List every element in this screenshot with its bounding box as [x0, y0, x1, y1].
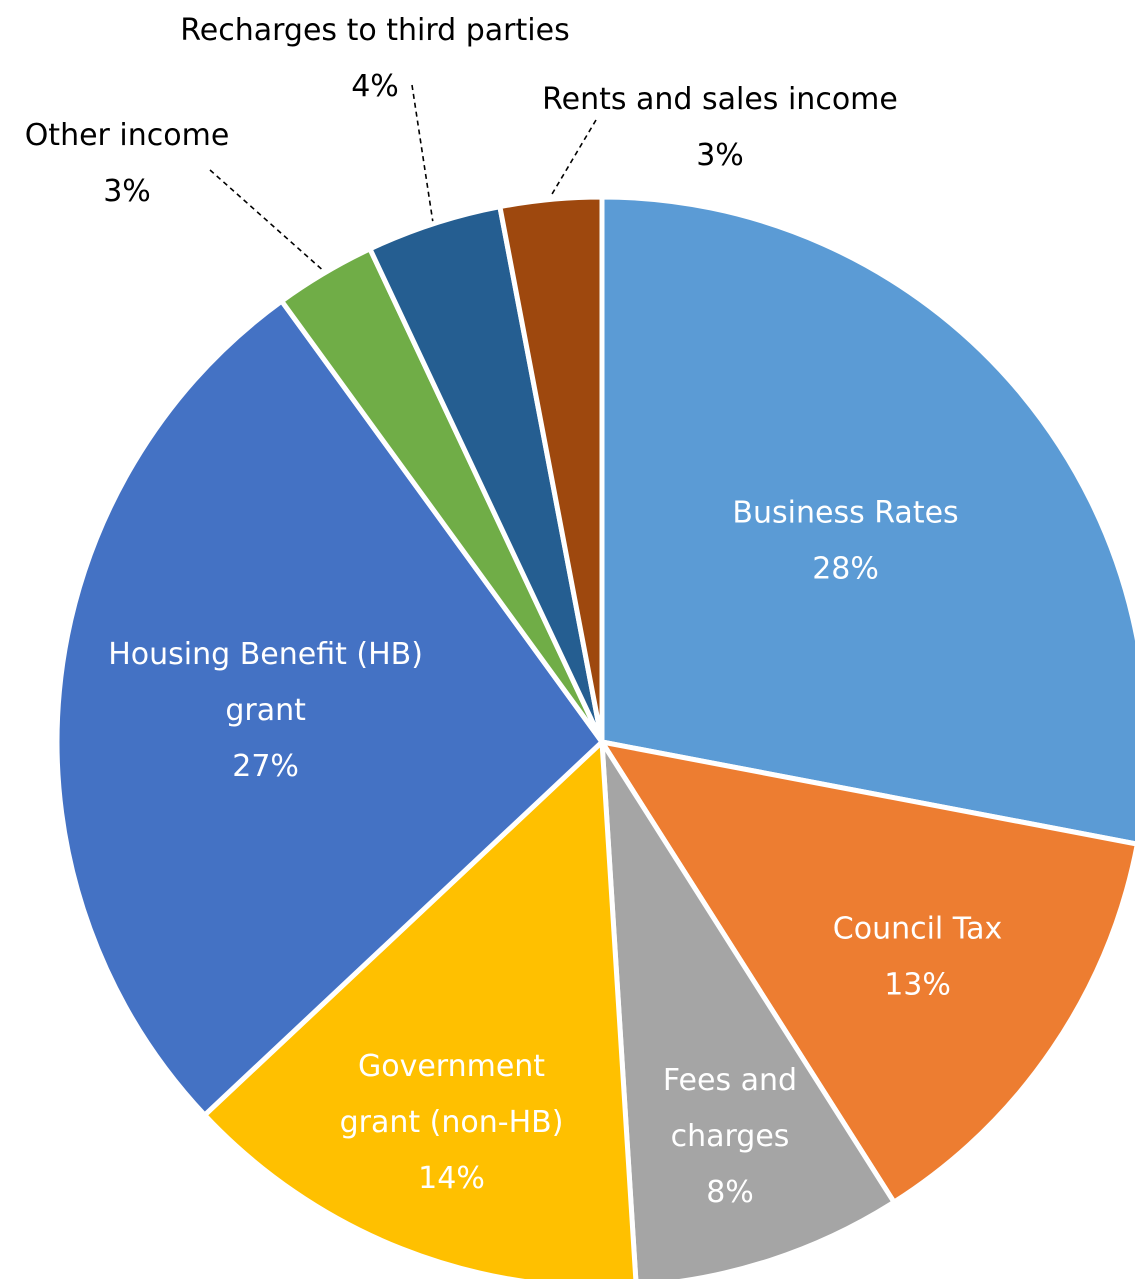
- slice-value-label: 27%: [232, 749, 299, 784]
- slice-label: Fees and charges 8%: [663, 1062, 797, 1209]
- slice-label: Council Tax 13%: [833, 911, 1003, 1002]
- slice-category-label: Government: [358, 1049, 545, 1084]
- slice-category-label: Council Tax: [833, 911, 1003, 946]
- slice-label: Housing Benefit (HB) grant 27%: [108, 637, 423, 784]
- slice-category-label: charges: [671, 1118, 790, 1153]
- slice-category-label: Other income: [25, 118, 230, 153]
- slice-value-label: 14%: [418, 1161, 485, 1196]
- slice-label: Recharges to third parties 4%: [180, 13, 569, 104]
- pie-slice: [599, 740, 898, 1279]
- slice-category-label: Recharges to third parties: [180, 13, 569, 48]
- slice-value-label: 28%: [812, 551, 879, 586]
- pie-slice: [201, 736, 639, 1279]
- leader-line: [209, 169, 324, 272]
- slice-labels: Business Rates 28% Council Tax 13% Fees and c…: [25, 13, 1003, 1210]
- slice-category-label: Business Rates: [732, 495, 958, 530]
- slice-value-label: 13%: [884, 967, 951, 1002]
- slice-category-label: Rents and sales income: [542, 82, 898, 117]
- slice-value-label: 8%: [706, 1174, 754, 1209]
- pie-slice: [596, 738, 1135, 1206]
- slice-label: Government grant (non-HB) 14%: [340, 1049, 564, 1196]
- slice-category-label: grant (non-HB): [340, 1105, 564, 1140]
- pie-slice: [599, 194, 1135, 847]
- leader-line: [411, 84, 434, 222]
- slice-label: Other income 3%: [25, 118, 230, 209]
- slice-value-label: 3%: [103, 174, 151, 209]
- slice-category-label: Fees and: [663, 1062, 797, 1097]
- leader-lines: [209, 84, 597, 272]
- pie-slice: [54, 297, 606, 1119]
- slice-category-label: grant: [225, 693, 306, 728]
- slice-label: Business Rates 28%: [732, 495, 958, 586]
- leader-line: [549, 119, 597, 198]
- slice-category-label: Housing Benefit (HB): [108, 637, 423, 672]
- slice-value-label: 3%: [696, 138, 744, 173]
- pie-slices: [54, 194, 1135, 1279]
- slice-value-label: 4%: [351, 69, 399, 104]
- slice-label: Rents and sales income 3%: [542, 82, 898, 173]
- pie-slice: [496, 194, 605, 743]
